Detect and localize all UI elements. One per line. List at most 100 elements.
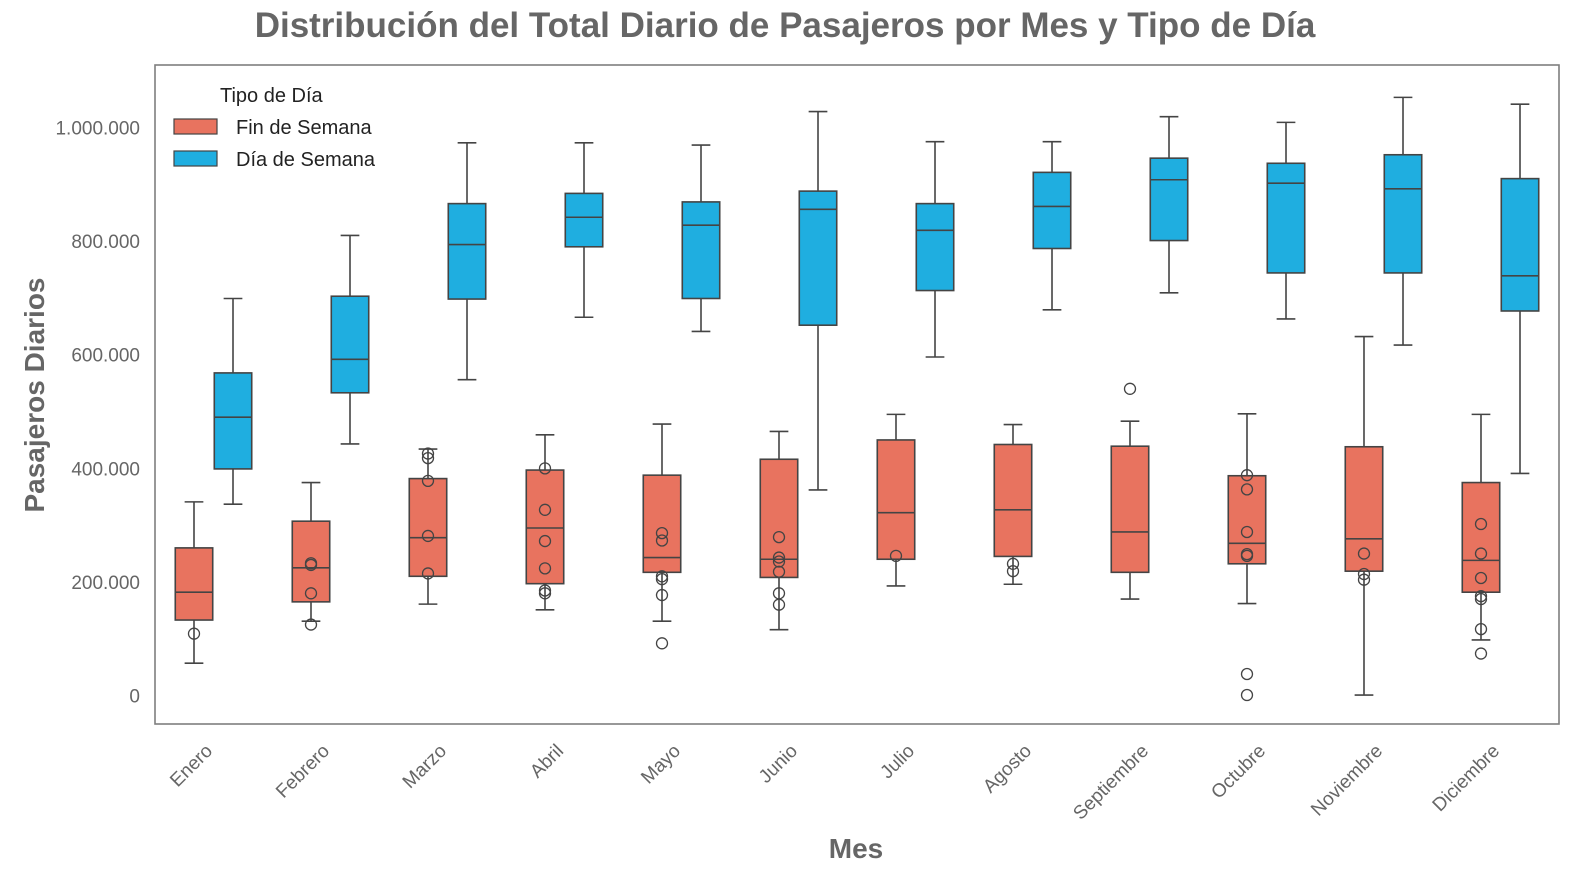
y-tick-label: 200.000 bbox=[71, 573, 140, 594]
legend-label-fin-de-semana: Fin de Semana bbox=[236, 117, 373, 139]
outlier-point bbox=[1006, 557, 1020, 570]
box-enero bbox=[174, 501, 214, 665]
outlier-point bbox=[772, 555, 786, 568]
iqr-box bbox=[525, 469, 565, 585]
iqr-box bbox=[759, 458, 799, 579]
x-axis-label: Mes bbox=[829, 833, 883, 864]
y-axis-label: Pasajeros Diarios bbox=[19, 277, 50, 512]
x-tick-label: Noviembre bbox=[1307, 741, 1387, 821]
legend-label-dia-de-semana: Día de Semana bbox=[236, 149, 376, 171]
outlier-point bbox=[772, 551, 786, 564]
x-tick-label: Marzo bbox=[399, 741, 451, 793]
y-tick-label: 0 bbox=[129, 687, 140, 708]
y-axis-ticks: 0 200.000 400.000 600.000 800.000 1.000.000 bbox=[55, 118, 140, 707]
outlier-point bbox=[655, 588, 669, 602]
iqr-box bbox=[681, 201, 721, 300]
iqr-box bbox=[408, 477, 448, 578]
iqr-box bbox=[642, 474, 682, 574]
x-tick-label: Agosto bbox=[979, 741, 1036, 798]
outlier-point bbox=[1357, 573, 1371, 586]
x-tick-label: Abril bbox=[526, 741, 568, 783]
outlier-point bbox=[538, 562, 552, 575]
outlier-point bbox=[538, 584, 552, 597]
box-febrero bbox=[330, 234, 370, 445]
box-marzo bbox=[447, 142, 487, 381]
series-dia-de-semana bbox=[213, 96, 1540, 505]
x-tick-label: Enero bbox=[166, 741, 217, 792]
box-octubre bbox=[1227, 413, 1267, 702]
x-tick-label: Septiembre bbox=[1069, 741, 1153, 825]
outlier-point bbox=[1357, 567, 1371, 581]
y-tick-label: 400.000 bbox=[71, 459, 140, 480]
x-axis-ticks: Enero Febrero Marzo Abril Mayo Junio Julio Agos… bbox=[166, 741, 1504, 825]
legend-title: Tipo de Día bbox=[220, 85, 324, 107]
outlier-point bbox=[1474, 647, 1488, 660]
outlier-point bbox=[1357, 547, 1371, 560]
outlier-point bbox=[1474, 517, 1488, 531]
iqr-box bbox=[993, 443, 1033, 558]
outlier-point bbox=[538, 503, 552, 516]
outlier-point bbox=[421, 567, 435, 580]
box-mayo bbox=[681, 144, 721, 333]
box-octubre bbox=[1266, 121, 1306, 320]
box-enero bbox=[213, 297, 253, 505]
outlier-point bbox=[655, 534, 669, 547]
iqr-box bbox=[330, 295, 370, 394]
outlier-point bbox=[1240, 688, 1254, 702]
box-septiembre bbox=[1149, 115, 1189, 294]
iqr-box bbox=[564, 192, 604, 248]
outlier-point bbox=[538, 534, 552, 548]
box-marzo bbox=[408, 447, 448, 605]
outlier-point bbox=[1474, 590, 1488, 603]
outlier-point bbox=[421, 474, 435, 488]
x-tick-label: Julio bbox=[877, 741, 919, 783]
iqr-box bbox=[1110, 445, 1150, 574]
iqr-box bbox=[1344, 445, 1384, 572]
legend-swatch-dia-de-semana bbox=[173, 150, 218, 167]
box-julio bbox=[876, 413, 916, 587]
outlier-point bbox=[421, 529, 435, 543]
box-agosto bbox=[993, 423, 1033, 586]
box-septiembre bbox=[1110, 382, 1150, 600]
outlier-point bbox=[538, 587, 552, 600]
box-abril bbox=[564, 142, 604, 319]
outlier-point bbox=[1240, 547, 1254, 561]
outlier-point bbox=[421, 451, 435, 465]
iqr-box bbox=[1032, 171, 1072, 250]
outlier-point bbox=[772, 587, 786, 600]
iqr-box bbox=[915, 202, 955, 292]
box-series-group bbox=[174, 96, 1540, 702]
chart-title: Distribución del Total Diario de Pasajer… bbox=[255, 6, 1316, 45]
outlier-point bbox=[304, 587, 318, 600]
outlier-point bbox=[655, 637, 669, 650]
iqr-box bbox=[213, 372, 253, 470]
box-abril bbox=[525, 434, 565, 611]
outlier-point bbox=[889, 549, 903, 562]
iqr-box bbox=[447, 202, 487, 300]
series-fin-de-semana bbox=[174, 335, 1501, 702]
outlier-point bbox=[1123, 382, 1137, 395]
outlier-point bbox=[304, 618, 318, 631]
iqr-box bbox=[1383, 153, 1423, 274]
x-tick-label: Febrero bbox=[272, 741, 334, 803]
iqr-box bbox=[1500, 177, 1540, 312]
box-julio bbox=[915, 140, 955, 358]
box-junio bbox=[798, 110, 838, 491]
box-diciembre bbox=[1461, 413, 1501, 660]
iqr-box bbox=[876, 439, 916, 561]
outlier-point bbox=[1474, 571, 1488, 585]
outlier-point bbox=[1240, 667, 1254, 681]
outlier-point bbox=[1240, 483, 1254, 496]
outlier-point bbox=[1240, 525, 1254, 539]
y-tick-label: 600.000 bbox=[71, 346, 140, 367]
box-junio bbox=[759, 430, 799, 631]
outlier-point bbox=[187, 627, 201, 640]
outlier-point bbox=[655, 526, 669, 540]
outlier-point bbox=[655, 572, 669, 586]
outlier-point bbox=[772, 530, 786, 544]
box-diciembre bbox=[1500, 103, 1540, 475]
y-tick-label: 1.000.000 bbox=[55, 118, 140, 139]
x-tick-label: Mayo bbox=[637, 741, 685, 789]
